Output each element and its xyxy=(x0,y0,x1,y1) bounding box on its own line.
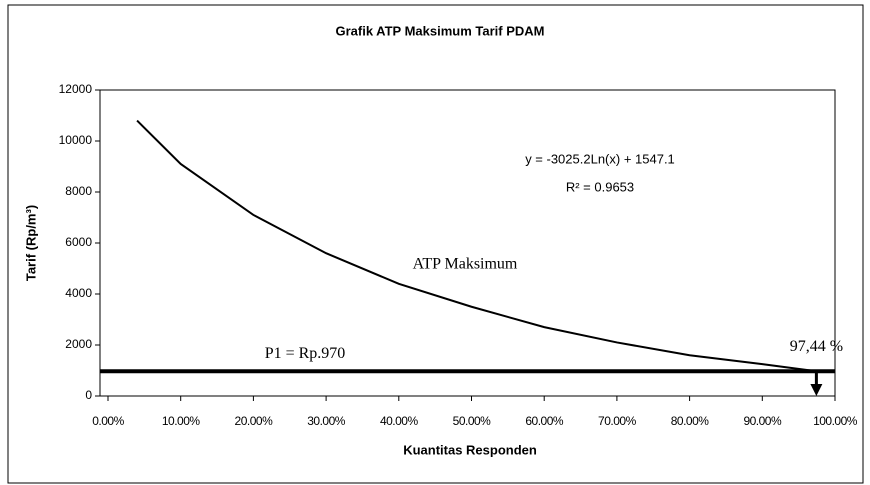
y-tick-label: 12000 xyxy=(59,82,93,96)
arrow-head xyxy=(810,384,823,396)
y-tick-label: 4000 xyxy=(65,286,92,300)
threshold-label: P1 = Rp.970 xyxy=(265,345,346,362)
y-tick-label: 8000 xyxy=(65,184,92,198)
y-tick-label: 2000 xyxy=(65,337,92,351)
x-tick-label: 0.00% xyxy=(92,414,124,428)
x-tick-label: 70.00% xyxy=(598,414,637,428)
curve xyxy=(136,119,817,373)
x-tick-label: 40.00% xyxy=(380,414,419,428)
chart-title: Grafik ATP Maksimum Tarif PDAM xyxy=(335,23,544,38)
r-squared: R² = 0.9653 xyxy=(566,179,634,194)
y-axis-label: Tarif (Rp/m³) xyxy=(23,205,38,281)
x-tick-label: 50.00% xyxy=(453,414,492,428)
x-tick-label: 90.00% xyxy=(743,414,782,428)
equation: y = -3025.2Ln(x) + 1547.1 xyxy=(525,151,675,166)
chart-frame xyxy=(7,4,864,484)
x-axis-label: Kuantitas Responden xyxy=(403,442,537,457)
series-label: ATP Maksimum xyxy=(413,256,518,273)
x-tick-label: 60.00% xyxy=(525,414,564,428)
x-tick-label: 20.00% xyxy=(235,414,274,428)
x-tick-label: 80.00% xyxy=(671,414,710,428)
y-tick-label: 0 xyxy=(85,388,92,402)
y-tick-label: 10000 xyxy=(59,133,93,147)
x-tick-label: 30.00% xyxy=(307,414,346,428)
y-tick-label: 6000 xyxy=(65,235,92,249)
intersection-label: 97,44 % xyxy=(790,338,843,355)
x-tick-label: 100.00% xyxy=(813,414,858,428)
x-tick-label: 10.00% xyxy=(162,414,201,428)
